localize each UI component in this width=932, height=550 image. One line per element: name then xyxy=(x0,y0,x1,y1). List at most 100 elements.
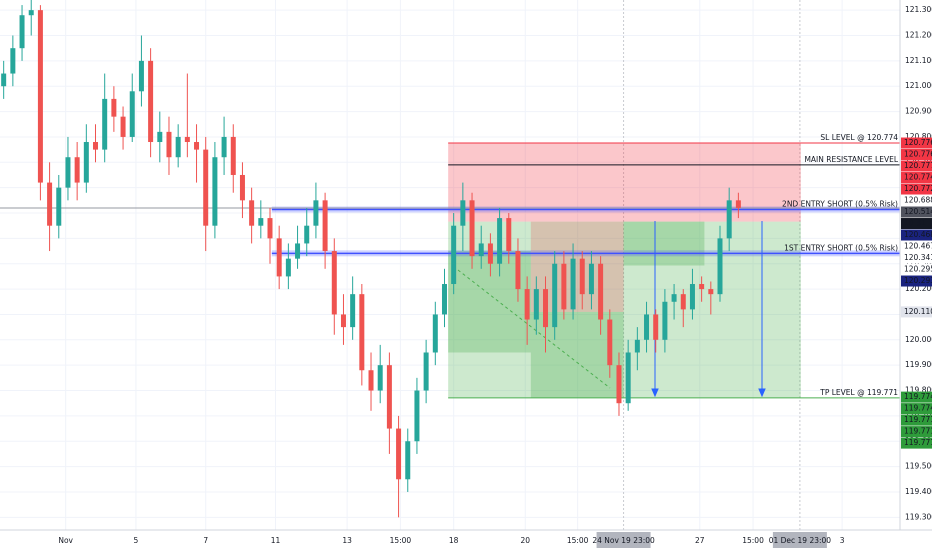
y-tick-label: 121.100 xyxy=(905,56,932,65)
x-tick-label: Nov xyxy=(58,536,73,545)
candle-body xyxy=(671,294,677,302)
price-tag-label: 120.110 xyxy=(904,307,932,316)
candle-body xyxy=(634,339,640,353)
candle-body xyxy=(368,370,374,391)
price-tag xyxy=(901,264,932,276)
candle-body xyxy=(47,182,53,226)
price-tag-label: 120.295 xyxy=(904,265,932,274)
x-tick-label: 15:00 xyxy=(390,536,412,545)
price-tag-label: 120.688 xyxy=(904,196,932,205)
candle-body xyxy=(616,365,622,404)
candle-body xyxy=(120,116,126,137)
x-tick-label: 15:00 xyxy=(567,536,589,545)
candle-body xyxy=(166,131,172,158)
candle-body xyxy=(83,142,89,183)
candle-body xyxy=(570,258,576,310)
price-tag xyxy=(901,391,932,403)
price-tag xyxy=(901,275,932,287)
price-tag xyxy=(901,195,932,207)
price-tag xyxy=(901,229,932,241)
x-tick-highlight xyxy=(772,532,827,548)
axes: 121.300 121.200 121.100 121.000 120.900 120.8… xyxy=(58,5,932,548)
price-tag-label: 120.774 xyxy=(904,173,932,182)
price-tag-label: 120.772 xyxy=(904,184,932,193)
candle-body xyxy=(414,390,420,442)
price-tag xyxy=(901,137,932,149)
arrow-head xyxy=(758,388,766,398)
price-tag xyxy=(901,252,932,264)
candle-body xyxy=(258,218,264,226)
candle-body xyxy=(111,98,117,117)
y-tick-label: 120.000 xyxy=(905,335,932,344)
price-tag-label: 120.468 xyxy=(904,230,932,239)
candle-body xyxy=(138,60,144,92)
candle-body xyxy=(386,365,392,429)
candle-body xyxy=(157,131,163,143)
level-label: 2ND ENTRY SHORT (0.5% Risk) xyxy=(782,199,898,208)
candle-body xyxy=(625,352,631,404)
x-tick-label: 3 xyxy=(840,536,845,545)
price-tag-label: 119.771 xyxy=(904,427,932,436)
price-tag xyxy=(901,306,932,318)
price-tag-label: 119.771 xyxy=(904,415,932,424)
candle-body xyxy=(441,284,447,315)
x-tick-label: 5 xyxy=(134,536,139,545)
position-zone xyxy=(448,143,801,222)
candle-body xyxy=(184,136,190,143)
candle-body xyxy=(653,314,659,340)
candle-body xyxy=(212,157,218,226)
candle-body xyxy=(405,441,411,480)
price-tag xyxy=(901,172,932,184)
trend-dash xyxy=(457,269,611,389)
price-tag xyxy=(901,426,932,438)
candle-body xyxy=(469,200,475,257)
candle-body xyxy=(662,301,668,340)
levels: SL LEVEL @ 120.774 MAIN RESISTANCE LEVEL 2… xyxy=(0,133,900,399)
candle-body xyxy=(304,225,310,244)
candle-body xyxy=(497,218,503,264)
candle-body xyxy=(340,314,346,328)
candle-body xyxy=(19,15,25,49)
candle-body xyxy=(396,428,402,480)
y-tick-label: 120.200 xyxy=(905,284,932,293)
candle-body xyxy=(588,263,594,295)
price-tag xyxy=(901,183,932,195)
candle-body xyxy=(295,243,301,259)
candle-body xyxy=(533,289,539,320)
candle-body xyxy=(322,200,328,252)
candle-body xyxy=(194,142,200,150)
x-tick-label: 15:00 xyxy=(742,536,764,545)
candle-body xyxy=(515,251,521,290)
candle-body xyxy=(37,10,43,183)
candle-body xyxy=(276,238,282,277)
candle-body xyxy=(74,157,80,183)
candle-body xyxy=(735,200,741,208)
price-tag xyxy=(901,149,932,161)
price-tag-label: 119.771 xyxy=(904,438,932,447)
price-tag xyxy=(901,218,932,230)
candle-body xyxy=(239,174,245,201)
candle-body xyxy=(249,200,255,226)
x-tick-label: 24 Nov 19 23:00 xyxy=(592,536,655,545)
price-tag-label: 119.774 xyxy=(904,392,932,401)
candle-body xyxy=(175,136,181,158)
candle-body xyxy=(451,225,457,285)
candle-body xyxy=(506,218,512,252)
y-tick-label: 120.800 xyxy=(905,132,932,141)
y-tick-label: 121.200 xyxy=(905,31,932,40)
level-label: TP LEVEL @ 119.771 xyxy=(819,388,898,397)
price-tag-label: 120.293 xyxy=(904,276,932,285)
candle-body xyxy=(56,187,62,226)
candle-body xyxy=(689,284,695,310)
candle-body xyxy=(359,294,365,371)
candle-body xyxy=(543,289,549,328)
x-tick-label: 11 xyxy=(271,536,281,545)
arrows xyxy=(651,221,766,398)
candle-body xyxy=(561,263,567,310)
position-zone xyxy=(623,221,705,266)
candle-body xyxy=(478,243,484,257)
y-tick-label: 120.900 xyxy=(905,107,932,116)
price-tag xyxy=(901,437,932,449)
candle-body xyxy=(680,294,686,310)
